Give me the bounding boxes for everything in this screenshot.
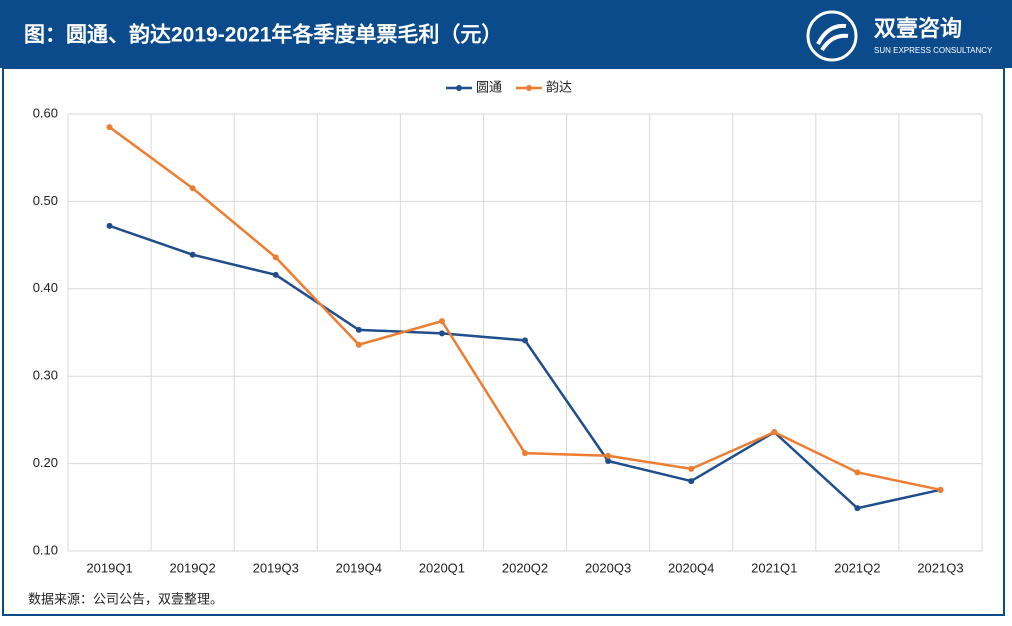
- y-tick-label: 0.20: [33, 455, 58, 470]
- x-tick-label: 2020Q4: [668, 560, 714, 575]
- point: [688, 478, 695, 485]
- point: [688, 465, 695, 472]
- legend-marker: [456, 85, 462, 91]
- point: [522, 450, 528, 457]
- point: [106, 124, 113, 131]
- point: [522, 337, 528, 344]
- x-tick-label: 2019Q1: [86, 560, 132, 575]
- legend-marker: [526, 85, 532, 91]
- y-tick-label: 0.10: [33, 542, 58, 557]
- point: [771, 429, 778, 436]
- y-tick-label: 0.40: [33, 280, 58, 295]
- x-tick-label: 2019Q4: [336, 560, 382, 575]
- logo: 双壹咨询 SUN EXPRESS CONSULTANCY: [806, 10, 993, 62]
- x-tick-label: 2019Q2: [170, 560, 216, 575]
- point: [605, 457, 612, 464]
- point: [189, 251, 196, 258]
- brand-subtitle: SUN EXPRESS CONSULTANCY: [874, 46, 993, 55]
- x-tick-label: 2020Q1: [419, 560, 465, 575]
- source-note: 数据来源：公司公告，双壹整理。: [28, 591, 223, 606]
- frame: [2, 67, 1005, 616]
- point: [854, 505, 861, 512]
- point: [605, 452, 612, 459]
- y-tick-label: 0.50: [33, 193, 58, 208]
- x-tick-label: 2021Q3: [917, 560, 963, 575]
- point: [438, 318, 445, 325]
- x-tick-label: 2019Q3: [253, 560, 299, 575]
- x-tick-label: 2020Q2: [502, 560, 548, 575]
- y-tick-label: 0.60: [33, 105, 58, 120]
- x-tick-label: 2020Q3: [585, 560, 631, 575]
- point: [272, 271, 279, 278]
- y-tick-label: 0.30: [33, 368, 58, 383]
- point: [106, 222, 113, 229]
- x-tick-label: 2021Q2: [834, 560, 880, 575]
- point: [355, 326, 362, 333]
- point: [854, 469, 861, 476]
- legend-label: 圆通: [476, 79, 502, 94]
- point: [937, 486, 944, 493]
- legend: 圆通 韵达: [446, 79, 572, 94]
- chart-title: 图：圆通、韵达2019-2021年各季度单票毛利（元）: [24, 23, 502, 47]
- legend-label: 韵达: [546, 79, 572, 94]
- point: [189, 185, 196, 192]
- logo-swoosh: [816, 23, 849, 52]
- point: [438, 330, 445, 337]
- point: [272, 254, 279, 261]
- logo-mark: [806, 10, 858, 62]
- brand-name: 双壹咨询: [874, 16, 962, 41]
- x-tick-label: 2021Q1: [751, 560, 797, 575]
- point: [355, 341, 362, 348]
